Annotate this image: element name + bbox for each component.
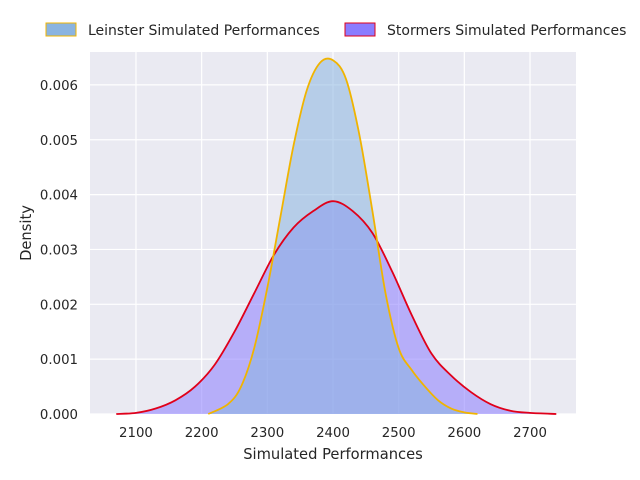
area-fill-leinster [208,58,478,414]
legend-swatch-stormers[interactable] [344,22,376,37]
y-tick-label-0.004: 0.004 [40,189,78,204]
y-axis-ticks: 0.000 0.001 0.002 0.003 0.004 0.005 0.006 [40,79,78,423]
x-tick-label-2200: 2200 [185,426,219,441]
y-axis-label: Density [18,205,35,261]
density-line-leinster [207,57,478,415]
density-line-stormers [116,200,557,415]
y-tick-label-0.001: 0.001 [40,353,78,368]
x-axis-ticks: 2100 2200 2300 2400 2500 2600 2700 [119,426,547,441]
y-tick-label-0.000: 0.000 [40,408,78,423]
y-tick-label-0.006: 0.006 [40,79,78,94]
y-tick-label-0.005: 0.005 [40,134,78,149]
series-layer [116,57,557,415]
x-tick-label-2100: 2100 [119,426,153,441]
x-tick-label-2700: 2700 [513,426,547,441]
y-tick-label-0.003: 0.003 [40,243,78,258]
x-tick-label-2600: 2600 [447,426,481,441]
legend-label-leinster: Leinster Simulated Performances [88,23,320,39]
legend-swatch-leinster[interactable] [45,22,77,37]
y-tick-label-0.002: 0.002 [40,298,78,313]
x-tick-label-2400: 2400 [316,426,350,441]
legend: Leinster Simulated Performances Stormers… [45,22,626,39]
x-tick-label-2300: 2300 [250,426,284,441]
x-tick-label-2500: 2500 [382,426,416,441]
legend-label-stormers: Stormers Simulated Performances [387,23,626,39]
x-axis-label: Simulated Performances [243,446,423,463]
